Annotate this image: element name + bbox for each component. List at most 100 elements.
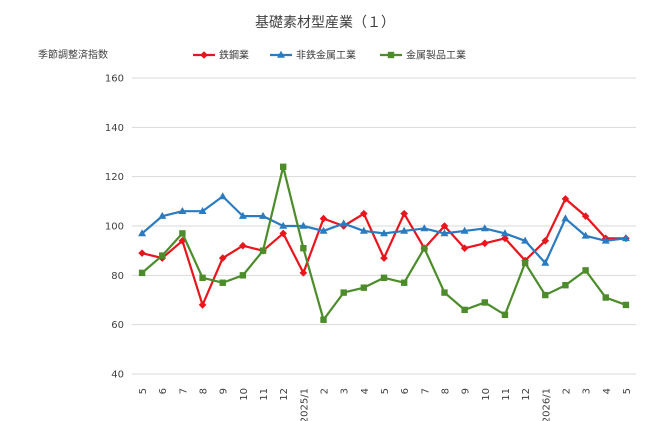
y-tick-label: 120 <box>105 172 124 183</box>
series-3 <box>138 163 630 323</box>
data-point <box>179 230 186 237</box>
data-point <box>340 289 347 296</box>
x-tick-label: 8 <box>199 388 210 394</box>
x-tick-label: 12 <box>521 388 532 401</box>
data-point <box>481 239 489 248</box>
x-tick-label: 2025/1 <box>299 388 310 421</box>
data-point <box>299 269 308 277</box>
y-axis-unit-label: 季節調整済指数 <box>38 48 108 61</box>
x-tick-label: 2 <box>320 388 331 394</box>
data-point <box>178 207 187 214</box>
legend-marker <box>277 50 285 58</box>
data-point <box>259 247 267 254</box>
data-point <box>621 234 630 242</box>
x-tick-label: 9 <box>219 388 230 394</box>
data-point <box>581 212 590 220</box>
data-point <box>299 221 308 229</box>
x-tick-label: 7 <box>420 388 431 394</box>
x-tick-label: 7 <box>178 388 189 394</box>
data-point <box>218 254 227 262</box>
series-2 <box>138 192 630 266</box>
data-point <box>198 207 207 214</box>
y-tick-label: 140 <box>105 123 124 134</box>
y-tick-label: 80 <box>111 271 124 282</box>
data-point <box>320 316 327 323</box>
y-tick-label: 160 <box>105 74 124 85</box>
data-point <box>259 211 268 219</box>
data-point <box>460 244 469 252</box>
data-point <box>138 249 146 257</box>
x-tick-label: 10 <box>239 388 250 401</box>
data-point <box>521 259 529 267</box>
data-point <box>218 192 227 200</box>
x-tick-label: 9 <box>461 388 472 394</box>
series-layer <box>138 163 630 323</box>
legend-label: 鉄鋼業 <box>219 49 249 62</box>
data-point <box>441 289 448 296</box>
data-point <box>461 306 468 314</box>
data-point <box>280 163 287 170</box>
x-tick-label: 8 <box>440 388 451 394</box>
x-axis-ticks: 5 6 7 8 9 10 11 12 2025/1 2 3 4 5 6 7 8 9 10 11 12 2026/1 2 3 4… <box>138 388 633 421</box>
data-point <box>541 258 550 266</box>
data-point <box>359 226 368 234</box>
data-point <box>582 267 589 274</box>
data-point <box>238 211 247 219</box>
data-point <box>480 224 489 232</box>
y-axis-ticks: 40 60 80 100 120 140 160 <box>105 74 124 381</box>
data-point <box>420 224 429 232</box>
series-1 <box>138 195 630 309</box>
data-point <box>158 211 167 219</box>
x-tick-label: 6 <box>158 388 169 394</box>
data-point <box>138 229 147 237</box>
data-point <box>380 254 388 262</box>
data-point <box>581 231 590 239</box>
x-tick-label: 11 <box>501 388 512 401</box>
x-tick-label: 5 <box>138 388 149 394</box>
data-point <box>500 229 509 237</box>
legend-marker <box>387 51 395 59</box>
x-tick-label: 10 <box>481 388 492 401</box>
data-point <box>239 241 247 250</box>
x-tick-label: 12 <box>279 388 290 401</box>
legend-label: 金属製品工業 <box>406 49 466 62</box>
data-point <box>319 226 328 234</box>
data-point <box>460 226 469 234</box>
gridlines <box>132 77 636 375</box>
data-point <box>501 311 509 318</box>
data-point <box>138 269 146 277</box>
data-point <box>521 236 530 244</box>
data-point <box>380 229 388 237</box>
x-tick-label: 11 <box>259 388 270 401</box>
data-point <box>440 222 449 230</box>
data-point <box>219 279 226 286</box>
data-point <box>622 301 630 309</box>
legend: 鉄鋼業 非鉄金属工業 金属製品工業 <box>193 49 466 62</box>
data-point <box>339 219 348 227</box>
data-point <box>400 226 409 234</box>
x-tick-label: 5 <box>622 388 633 394</box>
data-point <box>481 299 488 306</box>
y-tick-label: 60 <box>111 320 124 331</box>
data-point <box>279 229 287 238</box>
data-point <box>561 214 570 222</box>
data-point <box>421 245 428 252</box>
x-tick-label: 2 <box>561 388 572 394</box>
legend-item: 鉄鋼業 <box>193 49 249 62</box>
data-point <box>360 209 368 218</box>
legend-item: 金属製品工業 <box>380 49 466 62</box>
data-point <box>541 237 550 245</box>
data-point <box>602 294 609 301</box>
x-tick-label: 5 <box>380 388 391 394</box>
data-point <box>542 291 549 299</box>
data-point <box>360 284 368 291</box>
legend-label: 非鉄金属工業 <box>296 49 356 62</box>
x-tick-label: 3 <box>340 388 351 394</box>
data-point <box>239 272 247 279</box>
legend-marker <box>200 51 208 59</box>
data-point <box>319 214 328 223</box>
x-tick-label: 2026/1 <box>541 388 552 421</box>
chart-title: 基礎素材型産業（１） <box>255 14 395 31</box>
data-point <box>601 236 610 244</box>
